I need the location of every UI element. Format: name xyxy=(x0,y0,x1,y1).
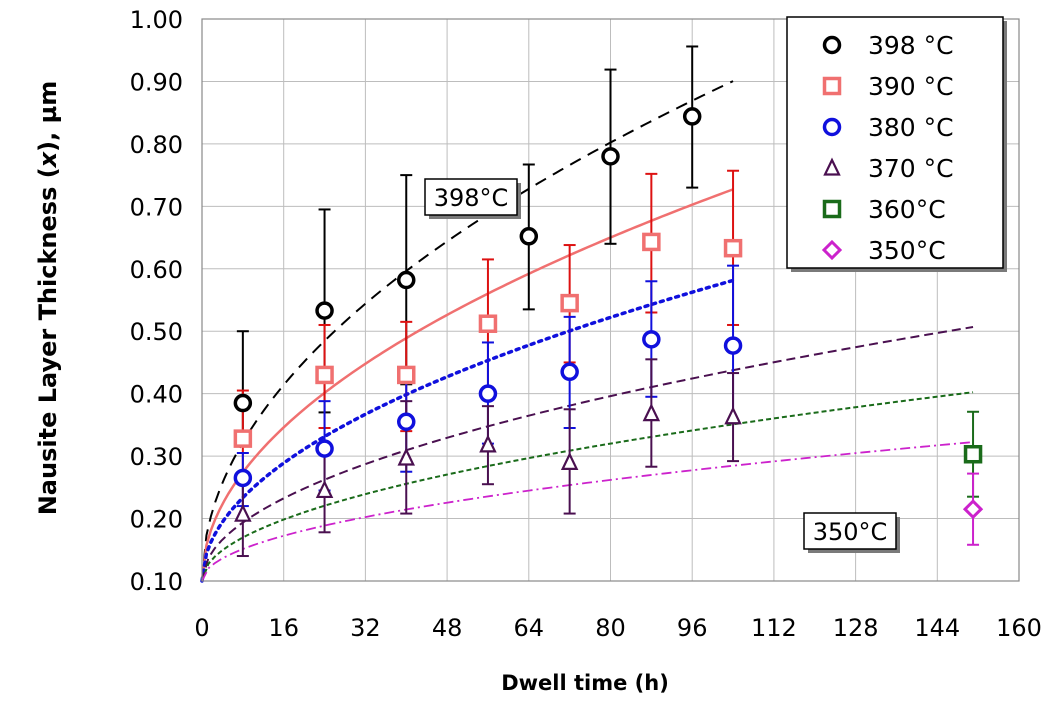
data-point-398C xyxy=(233,393,253,413)
data-point-380C xyxy=(723,336,743,355)
legend-marker-390C xyxy=(822,76,842,96)
legend-label-390C: 390 °C xyxy=(868,72,954,101)
y-axis-title-var: x xyxy=(34,150,62,168)
annotation-350: 350°C xyxy=(803,512,900,553)
data-point-390C xyxy=(478,314,498,333)
annotation-398-label: 398°C xyxy=(434,184,509,212)
legend-marker-380C xyxy=(822,117,842,137)
data-point-370C xyxy=(642,403,661,422)
y-axis-title-prefix: Nausite Layer Thickness ( xyxy=(34,167,62,515)
data-point-370C xyxy=(315,479,334,499)
data-point-398C xyxy=(601,147,620,166)
y-tick-label: 0.70 xyxy=(130,193,183,221)
y-tick-label: 0.40 xyxy=(130,381,183,409)
legend-marker-398C xyxy=(822,35,842,55)
data-markers xyxy=(233,107,984,522)
data-point-390C xyxy=(560,293,579,313)
data-point-350C xyxy=(962,499,984,520)
annotation-350-label: 350°C xyxy=(813,518,888,546)
x-tick-label: 144 xyxy=(914,614,960,642)
data-point-380C xyxy=(642,330,661,349)
data-point-390C xyxy=(642,232,661,252)
x-axis-title: Dwell time (h) xyxy=(501,671,669,695)
data-point-390C xyxy=(397,365,416,385)
x-tick-label: 80 xyxy=(595,614,626,642)
legend-marker-370C xyxy=(823,157,841,176)
legend-label-370C: 370 °C xyxy=(868,154,954,183)
y-tick-label: 0.80 xyxy=(130,131,183,159)
y-tick-label: 1.00 xyxy=(130,6,183,34)
x-tick-label: 0 xyxy=(194,614,209,642)
x-tick-label: 16 xyxy=(268,614,299,642)
y-tick-label: 0.60 xyxy=(130,256,183,284)
data-point-370C xyxy=(560,451,579,470)
y-axis-title-suffix: ), µm xyxy=(34,81,62,152)
data-point-390C xyxy=(723,238,743,258)
y-axis-title: Nausite Layer Thickness (x), µm xyxy=(34,81,62,516)
x-tick-label: 32 xyxy=(350,614,381,642)
legend-marker-350C xyxy=(821,239,843,261)
data-point-370C xyxy=(234,503,252,522)
x-tick-label: 96 xyxy=(677,614,708,642)
legend-label-360C: 360°C xyxy=(868,195,946,224)
x-tick-label: 112 xyxy=(751,614,797,642)
annotation-398: 398°C xyxy=(424,178,521,219)
data-point-398C xyxy=(519,227,539,246)
data-point-380C xyxy=(478,384,498,403)
legend-label-398C: 398 °C xyxy=(868,31,954,60)
plot-frame xyxy=(201,18,1020,582)
x-tick-label: 128 xyxy=(833,614,879,642)
x-tick-label: 48 xyxy=(432,614,463,642)
legend-marker-360C xyxy=(822,199,842,219)
legend-label-380C: 380 °C xyxy=(868,113,954,142)
data-point-398C xyxy=(682,107,702,126)
y-tick-label: 0.50 xyxy=(130,318,183,346)
data-point-398C xyxy=(315,301,334,320)
y-tick-labels: 0.10 0.20 0.30 0.40 0.50 0.60 0.70 0.80 0.90 1.00 xyxy=(130,6,183,596)
fit-curve-370C xyxy=(201,326,974,582)
data-point-370C xyxy=(724,406,742,425)
x-tick-label: 64 xyxy=(514,614,545,642)
x-tick-label: 160 xyxy=(996,614,1042,642)
x-tick-labels: 0 16 32 48 64 80 96 112 128 144 160 xyxy=(194,614,1042,642)
data-point-370C xyxy=(479,434,497,453)
fit-curve-398C xyxy=(201,80,734,582)
y-tick-label: 0.30 xyxy=(130,443,183,471)
y-tick-label: 0.90 xyxy=(130,68,183,96)
data-point-380C xyxy=(315,439,334,458)
legend-label-350C: 350°C xyxy=(868,236,946,265)
data-point-360C xyxy=(963,444,983,464)
data-point-390C xyxy=(315,365,334,385)
fit-curves xyxy=(200,80,974,583)
fit-curve-390C xyxy=(200,188,734,582)
fit-curve-350C xyxy=(201,441,974,582)
data-point-380C xyxy=(233,468,253,488)
data-point-380C xyxy=(560,362,579,382)
data-point-398C xyxy=(397,270,416,290)
data-point-380C xyxy=(397,412,416,432)
legend: 398 °C 390 °C 380 °C 370 °C 360°C 350°C xyxy=(786,16,1007,272)
y-tick-label: 0.10 xyxy=(130,568,183,596)
data-point-390C xyxy=(233,429,253,448)
fit-curve-380C xyxy=(200,278,735,583)
fit-curve-360C xyxy=(201,391,974,582)
y-tick-label: 0.20 xyxy=(130,506,183,534)
legend-items: 398 °C 390 °C 380 °C 370 °C 360°C 350°C xyxy=(821,31,954,265)
data-point-370C xyxy=(397,447,416,466)
